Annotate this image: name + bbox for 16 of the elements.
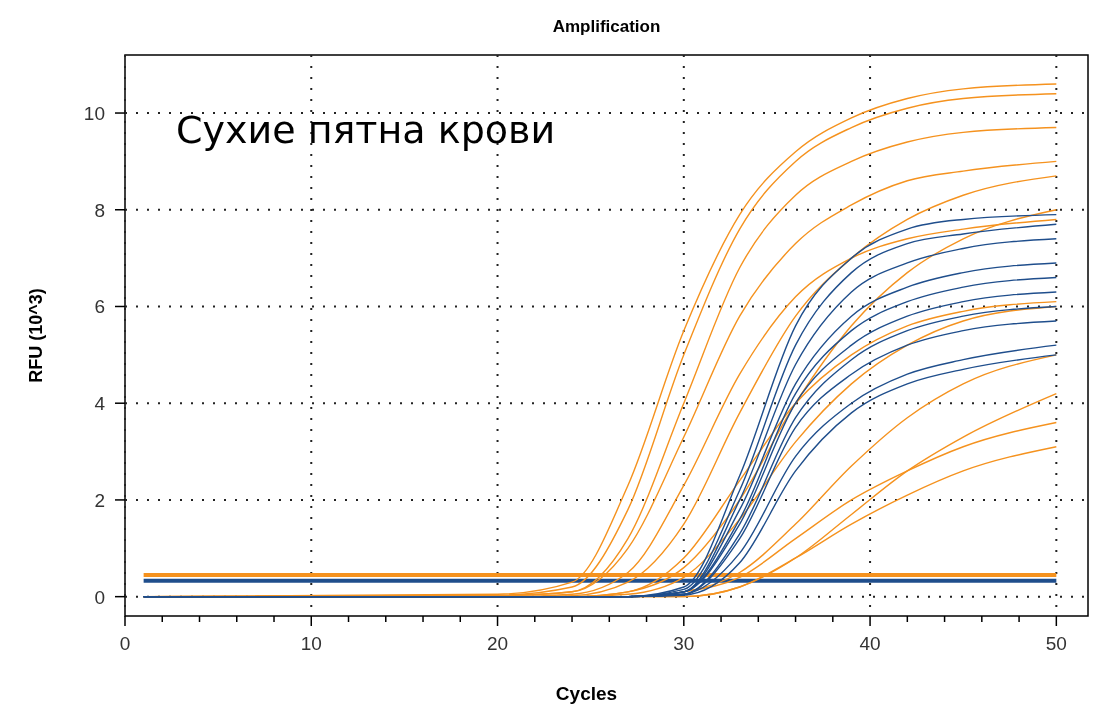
y-tick-label: 10 (83, 103, 105, 125)
x-tick-label: 40 (859, 633, 881, 654)
x-tick-label: 0 (119, 633, 131, 654)
x-tick-label: 10 (300, 633, 322, 654)
y-axis-title: RFU (10^3) (26, 288, 46, 383)
chart-title: Amplification (552, 17, 661, 36)
x-tick-label: 30 (673, 633, 695, 654)
y-tick-label: 0 (94, 586, 105, 608)
x-axis-title: Cycles (555, 683, 618, 704)
y-tick-label: 8 (94, 199, 105, 221)
annotation: Сухие пятна крови (176, 108, 556, 152)
x-tick-label: 50 (1045, 633, 1067, 654)
y-tick-label: 2 (94, 489, 105, 511)
y-tick-label: 6 (94, 296, 105, 318)
x-tick-label: 20 (486, 633, 509, 654)
y-tick-label: 4 (94, 393, 106, 415)
